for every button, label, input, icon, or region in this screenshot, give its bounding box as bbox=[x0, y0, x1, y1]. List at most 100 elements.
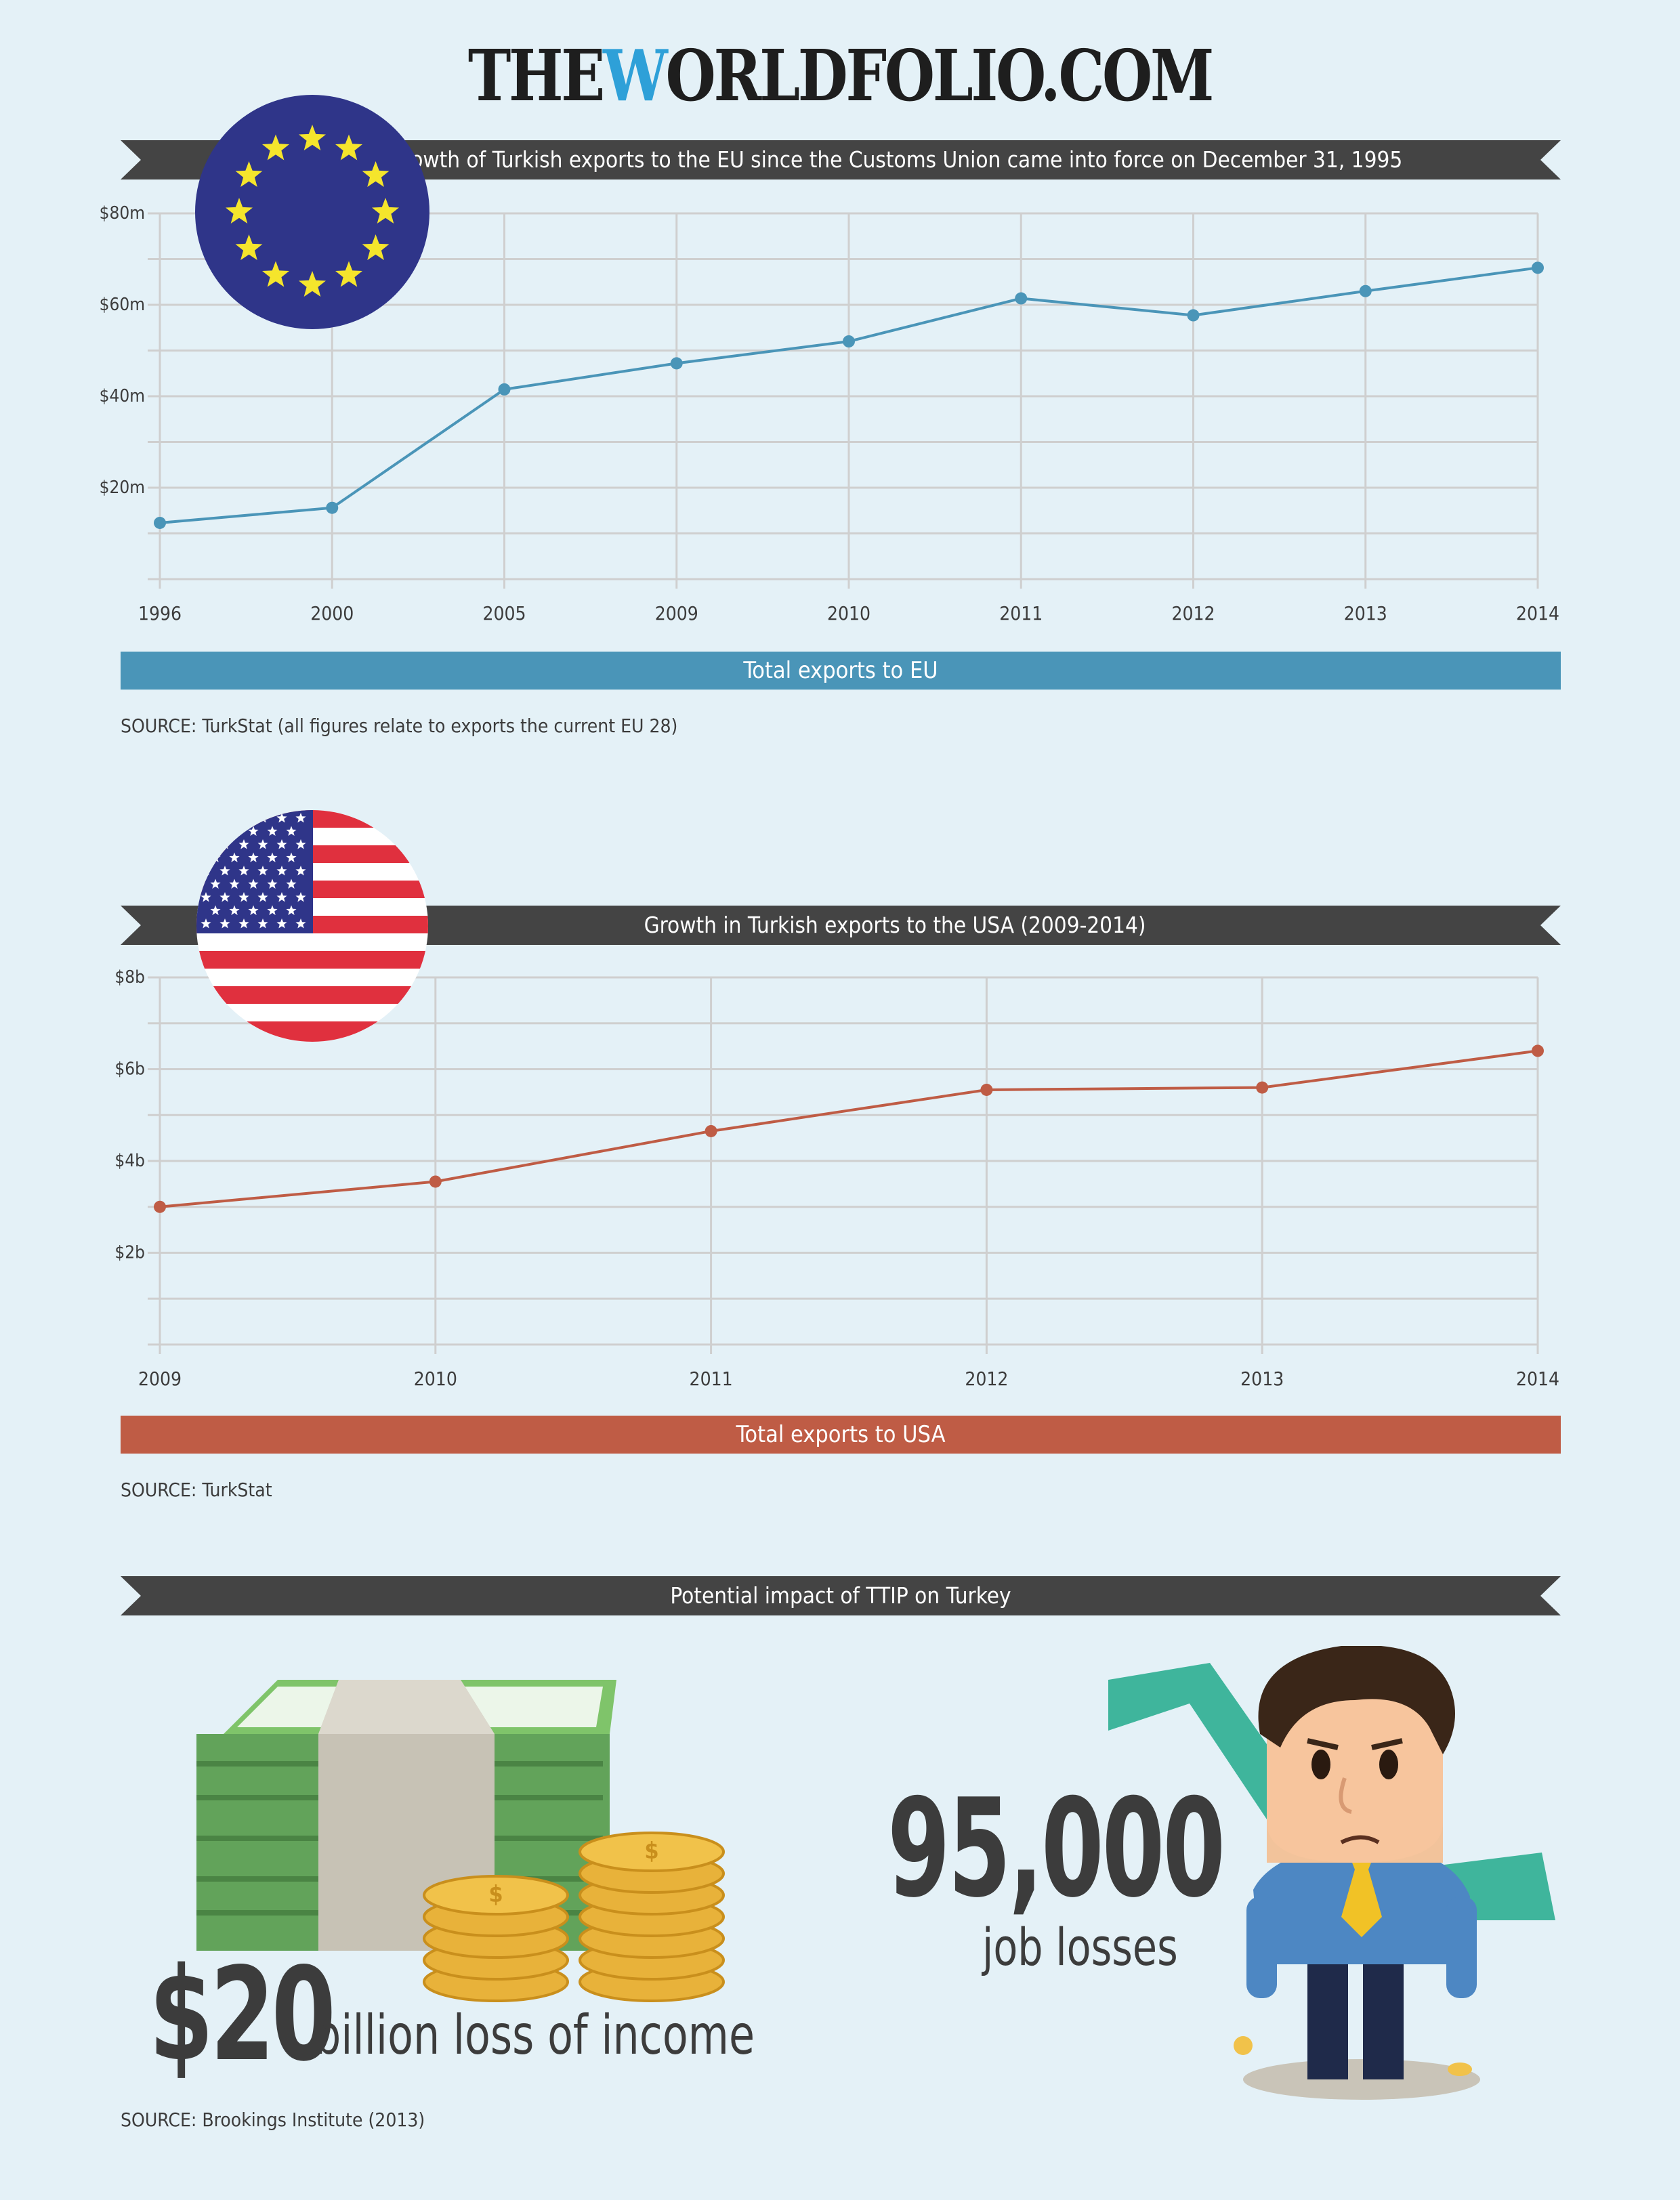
eu-data-point bbox=[1187, 309, 1200, 322]
us-flag-star bbox=[201, 813, 211, 823]
eu-flag-star bbox=[235, 234, 263, 260]
eu-banner: Growth of Turkish exports to the EU sinc… bbox=[121, 140, 1561, 179]
us-flag-star bbox=[219, 892, 230, 902]
us-flag-star bbox=[276, 866, 287, 876]
us-flag-star bbox=[248, 905, 259, 915]
us-flag-star bbox=[219, 866, 230, 876]
us-flag-star bbox=[286, 852, 297, 862]
eu-xtick-label: 2013 bbox=[1344, 602, 1387, 625]
us-flag-star bbox=[267, 905, 278, 915]
eu-banner-title: Growth of Turkish exports to the EU sinc… bbox=[387, 146, 1403, 173]
us-flag-star bbox=[219, 813, 230, 823]
us-flag-star bbox=[286, 826, 297, 836]
eu-xtick-label: 2011 bbox=[999, 602, 1043, 625]
usa-line-chart: $2b $4b $6b $8b 2009 2010 2011 2012 2013 2014 bbox=[114, 967, 1559, 1390]
us-flag-star bbox=[219, 918, 230, 929]
eu-flag-star bbox=[372, 198, 399, 224]
us-flag-star bbox=[210, 879, 221, 889]
us-flag-star bbox=[295, 866, 306, 876]
us-flag-star bbox=[238, 839, 249, 849]
eu-legend-bar: Total exports to EU bbox=[121, 652, 1561, 690]
usa-xtick-label: 2012 bbox=[965, 1368, 1008, 1390]
eu-flag-icon bbox=[195, 95, 429, 329]
eu-flag-star bbox=[335, 261, 362, 287]
eu-data-point bbox=[843, 335, 855, 347]
us-flag-star bbox=[286, 905, 297, 915]
eu-ytick-label: $40m bbox=[100, 386, 145, 406]
svg-text:$: $ bbox=[644, 1838, 658, 1865]
eu-data-point bbox=[154, 516, 166, 529]
eu-xtick-label: 2014 bbox=[1516, 602, 1559, 625]
us-flag-star bbox=[210, 905, 221, 915]
us-flag-star bbox=[257, 866, 268, 876]
us-flag-star bbox=[238, 866, 249, 876]
us-flag-star bbox=[276, 839, 287, 849]
us-flag-star bbox=[295, 839, 306, 849]
eu-flag-star bbox=[226, 198, 253, 224]
eu-xtick-label: 2010 bbox=[827, 602, 870, 625]
usa-data-point bbox=[1256, 1081, 1269, 1094]
eu-xtick-label: 2012 bbox=[1171, 602, 1215, 625]
us-flag-icon bbox=[196, 810, 428, 1042]
usa-source: SOURCE: TurkStat bbox=[121, 1479, 272, 1501]
eu-flag-star bbox=[362, 161, 390, 187]
us-flag-star bbox=[295, 918, 306, 929]
ttip-banner: Potential impact of TTIP on Turkey bbox=[121, 1576, 1561, 1615]
ttip-source: SOURCE: Brookings Institute (2013) bbox=[121, 2109, 425, 2131]
usa-xtick-label: 2013 bbox=[1240, 1368, 1284, 1390]
eu-xtick-label: 1996 bbox=[138, 602, 182, 625]
eu-flag-star bbox=[262, 134, 289, 161]
usa-series-line bbox=[159, 1049, 1538, 1208]
us-flag-star bbox=[201, 892, 211, 902]
us-flag-star bbox=[295, 892, 306, 902]
usa-data-point bbox=[705, 1124, 717, 1137]
eu-data-point bbox=[498, 383, 511, 396]
job-losses-value: 95,000 bbox=[887, 1770, 1225, 1928]
us-flag-star bbox=[267, 879, 278, 889]
us-flag-star bbox=[238, 918, 249, 929]
eu-flag-star bbox=[262, 261, 289, 287]
eu-data-point bbox=[1532, 261, 1544, 274]
site-logo[interactable]: THEWORLDFOLIO.COM bbox=[151, 34, 1529, 117]
income-loss-value: $20 bbox=[149, 1940, 336, 2090]
usa-data-point bbox=[429, 1175, 442, 1188]
us-flag-star bbox=[257, 892, 268, 902]
eu-flag-star bbox=[299, 125, 326, 150]
eu-ytick-label: $20m bbox=[100, 478, 145, 498]
us-flag-star bbox=[286, 879, 297, 889]
sad-businessman-icon bbox=[1206, 1645, 1490, 2107]
us-flag-star bbox=[229, 905, 240, 915]
eu-flag-star bbox=[362, 234, 390, 260]
eu-ytick-label: $80m bbox=[100, 203, 145, 224]
usa-xtick-label: 2009 bbox=[138, 1368, 182, 1390]
us-flag-star bbox=[238, 813, 249, 823]
us-flag-star bbox=[210, 826, 221, 836]
us-flag-star bbox=[276, 813, 287, 823]
us-flag-star bbox=[248, 852, 259, 862]
eu-xtick-label: 2005 bbox=[482, 602, 526, 625]
usa-data-point bbox=[154, 1200, 166, 1213]
usa-xtick-label: 2010 bbox=[414, 1368, 457, 1390]
eu-data-point bbox=[1015, 292, 1028, 305]
ttip-banner-title: Potential impact of TTIP on Turkey bbox=[670, 1582, 1011, 1609]
us-flag-star bbox=[257, 918, 268, 929]
usa-banner: Growth in Turkish exports to the USA (20… bbox=[121, 906, 1561, 945]
us-flag-star bbox=[248, 879, 259, 889]
usa-ytick-label: $8b bbox=[114, 967, 145, 988]
usa-ytick-label: $6b bbox=[114, 1059, 145, 1080]
logo-suffix: ORLDFOLIO.COM bbox=[665, 34, 1215, 117]
eu-flag-star bbox=[299, 271, 326, 297]
usa-data-point bbox=[980, 1083, 993, 1096]
us-flag-star bbox=[229, 826, 240, 836]
us-flag-star bbox=[295, 813, 306, 823]
usa-xtick-label: 2014 bbox=[1516, 1368, 1559, 1390]
eu-flag-star bbox=[235, 161, 263, 187]
us-flag-star bbox=[276, 892, 287, 902]
usa-banner-title: Growth in Turkish exports to the USA (20… bbox=[644, 912, 1146, 938]
us-flag-star bbox=[267, 852, 278, 862]
eu-flag-star bbox=[335, 134, 362, 161]
logo-prefix: THE bbox=[467, 34, 605, 117]
us-flag-star bbox=[201, 839, 211, 849]
income-loss-label: billion loss of income bbox=[314, 2004, 755, 2067]
us-flag-star bbox=[276, 918, 287, 929]
